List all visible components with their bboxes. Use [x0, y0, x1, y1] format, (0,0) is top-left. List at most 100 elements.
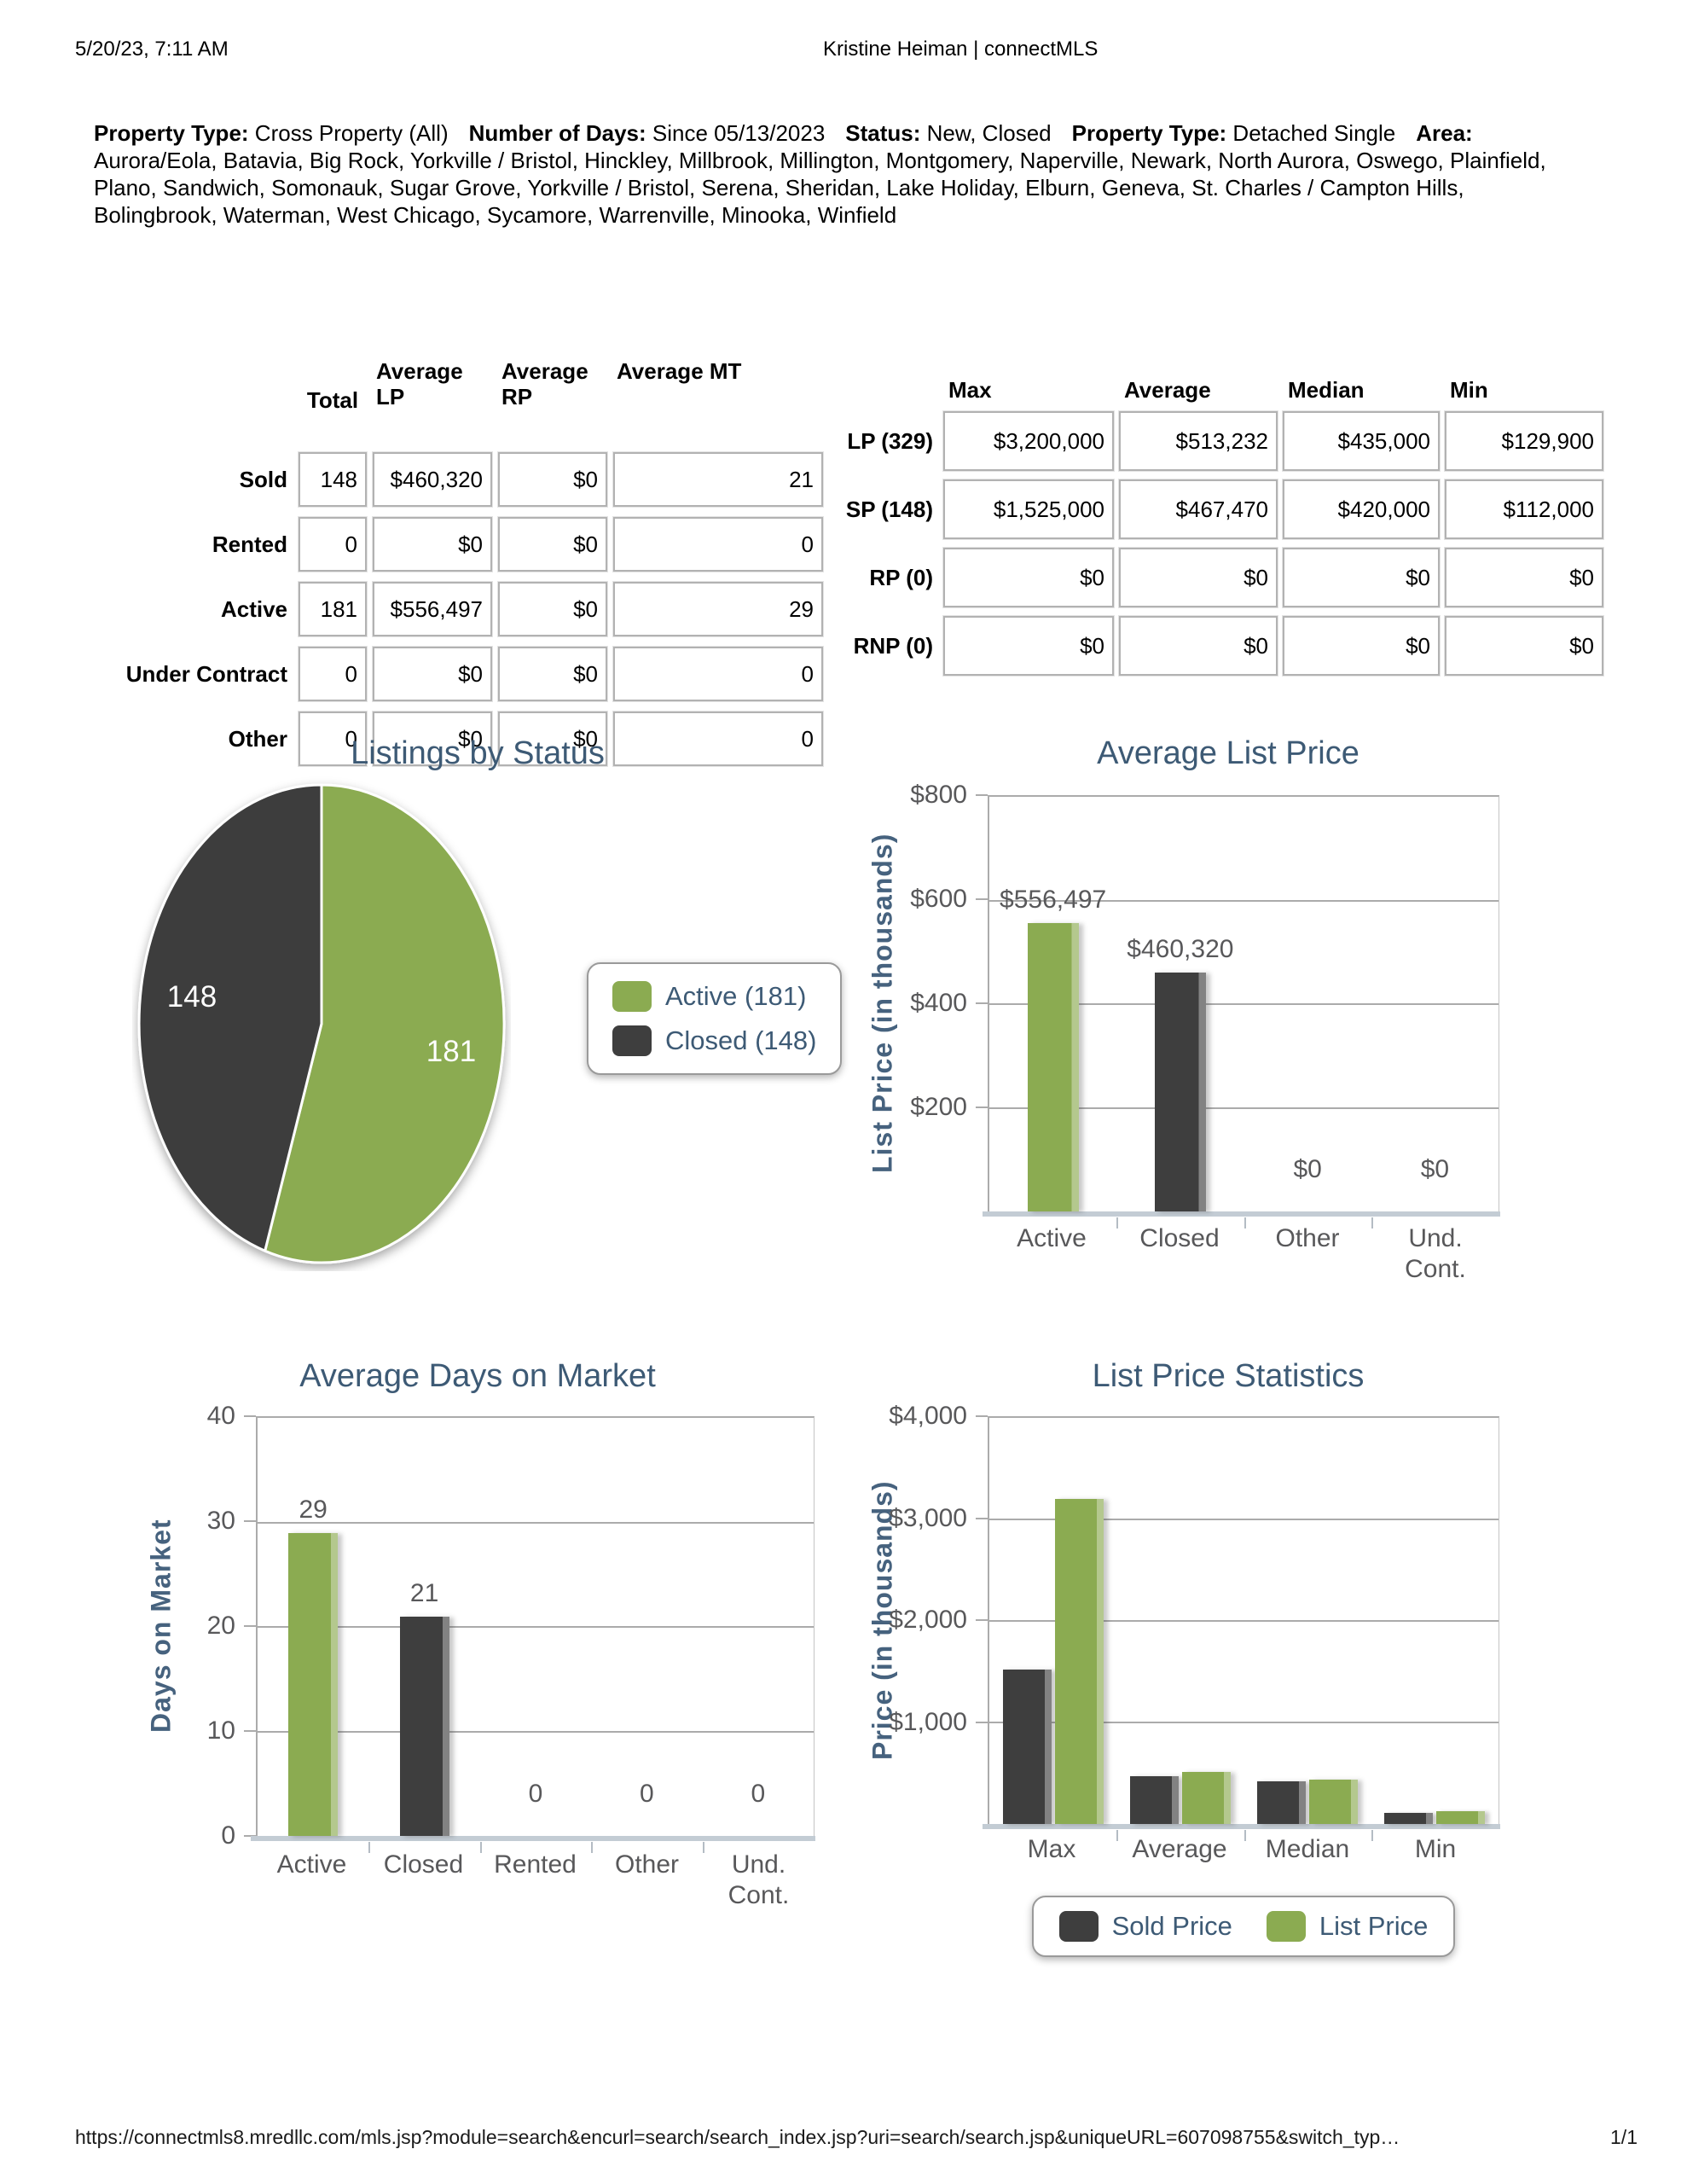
footer-url: https://connectmls8.mredllc.com/mls.jsp?…: [75, 2126, 1400, 2148]
x-category-label-cell: Active: [988, 1223, 1116, 1285]
status-column-header: Average LP: [376, 358, 463, 410]
x-category-label: Und. Cont.: [1405, 1224, 1466, 1283]
gridline: [989, 1620, 1499, 1622]
y-tick-label: 20: [206, 1612, 235, 1640]
bar-value-label: $0: [1293, 1155, 1322, 1183]
y-tick-mark: [976, 1002, 988, 1004]
gridline: [258, 1521, 814, 1524]
x-tick-mark: [479, 1842, 482, 1853]
bar-active: [288, 1532, 339, 1836]
y-tick-mark: [244, 1520, 256, 1522]
price-value-cell: $0: [1119, 616, 1278, 676]
bar-value-label: $556,497: [1000, 885, 1107, 914]
status-value-cell: 148: [299, 452, 367, 507]
x-axis-baseline: [251, 1836, 815, 1841]
status-value-cell: $0: [498, 712, 607, 766]
filter-label: Status:: [845, 120, 921, 146]
price-value-cell: $467,470: [1119, 479, 1278, 539]
y-tick-mark: [976, 1619, 988, 1621]
x-category-label-cell: Other: [1244, 1223, 1371, 1285]
x-axis-baseline: [983, 1211, 1500, 1217]
price-row-label: RNP (0): [853, 632, 933, 659]
bar-list-price: [1054, 1499, 1104, 1824]
legend-label: Active (181): [665, 981, 807, 1011]
status-column-header: Average RP: [501, 358, 588, 410]
status-value-cell: 0: [299, 712, 367, 766]
price-column-header: Average: [1124, 377, 1211, 403]
x-category-label: Median: [1265, 1835, 1350, 1863]
price-value-cell: $435,000: [1283, 411, 1440, 471]
x-axis-labels: Active Closed Rented Other Und. Cont.: [256, 1850, 815, 1911]
gridline: [989, 1519, 1499, 1520]
price-value-cell: $1,525,000: [943, 479, 1114, 539]
y-axis-ticks: 40 30 20 10 0: [102, 1402, 256, 1850]
category-cell-other: $0: [1244, 797, 1371, 1211]
status-value-cell: 0: [299, 517, 367, 572]
bar-value-label: 0: [528, 1780, 543, 1808]
gridline: [989, 1107, 1499, 1109]
y-tick-mark: [244, 1415, 256, 1417]
x-tick-mark: [1116, 1830, 1119, 1841]
y-axis-ticks: $800 $600 $400 $200: [853, 781, 988, 1211]
category-cell-max: [989, 1418, 1116, 1824]
legend-item-list-price: List Price: [1266, 1911, 1429, 1942]
page-number: 1/1: [1610, 2126, 1638, 2148]
category-cell-und-cont-: $0: [1371, 797, 1499, 1211]
y-tick-label: 0: [221, 1821, 235, 1850]
x-tick-mark: [1116, 1217, 1119, 1228]
y-tick-label: $1,000: [889, 1707, 967, 1736]
legend-swatch-list-icon: [1266, 1911, 1306, 1942]
status-column-header: Total: [306, 387, 359, 413]
y-tick-label: 40: [206, 1402, 235, 1430]
bar-value-label: 0: [640, 1780, 654, 1808]
category-cell-average: [1116, 1418, 1244, 1824]
y-tick-label: 30: [206, 1507, 235, 1535]
gridline: [989, 899, 1499, 902]
y-tick-label: $3,000: [889, 1503, 967, 1532]
status-value-cell: 0: [613, 712, 823, 766]
bar-sold-price: [1257, 1781, 1307, 1824]
price-value-cell: $0: [1445, 548, 1603, 607]
legend-item-active: Active (181): [612, 981, 816, 1012]
legend-label: List Price: [1319, 1911, 1429, 1941]
bar-value-label: 0: [751, 1780, 766, 1808]
status-value-cell: 0: [613, 647, 823, 701]
x-axis-baseline: [983, 1824, 1500, 1829]
pie-slice-value: 148: [167, 980, 217, 1014]
price-value-cell: $0: [943, 616, 1114, 676]
status-value-cell: $460,320: [373, 452, 492, 507]
status-corner-cell: [101, 358, 293, 442]
bar-active: [1027, 922, 1079, 1211]
gridline: [258, 1626, 814, 1628]
bar-sold-price: [1002, 1669, 1052, 1824]
y-tick-label: $800: [910, 781, 967, 809]
category-cell-active: $556,497: [989, 797, 1116, 1211]
price-column-header: Min: [1450, 377, 1488, 403]
x-category-label-cell: Median: [1244, 1834, 1371, 1865]
chart-title: List Price Statistics: [1092, 1358, 1365, 1394]
y-tick-label: $2,000: [889, 1606, 967, 1634]
price-value-cell: $420,000: [1283, 479, 1440, 539]
average-days-on-market-chart: Average Days on Market Days on Market 40…: [102, 1358, 853, 2007]
x-category-label-cell: Average: [1116, 1834, 1244, 1865]
price-value-cell: $0: [1119, 548, 1278, 607]
chart-title: Average Days on Market: [299, 1358, 656, 1394]
y-tick-label: 10: [206, 1716, 235, 1745]
y-tick-mark: [244, 1835, 256, 1837]
search-criteria: Property Type: Cross Property (All) Numbe…: [94, 119, 1586, 229]
y-tick-label: $200: [910, 1093, 967, 1121]
category-cell-und-cont-: 0: [703, 1418, 814, 1836]
bar-value-label: 21: [409, 1578, 439, 1607]
status-value-cell: 29: [613, 582, 823, 636]
y-tick-mark: [976, 1415, 988, 1417]
listings-by-status-chart: Listings by Status 181 148 Active (181) C…: [102, 735, 853, 1350]
category-cell-median: [1244, 1418, 1371, 1824]
plot-area: [983, 1416, 1500, 1841]
gridline: [989, 1722, 1499, 1723]
x-category-label-cell: Closed: [1116, 1223, 1244, 1285]
bar-legend-wrap: Sold Price List Price: [988, 1896, 1499, 1957]
status-value-cell: $0: [373, 712, 492, 766]
x-axis-labels: Max Average Median Min: [988, 1834, 1499, 1865]
x-category-label: Max: [1027, 1835, 1076, 1863]
status-value-cell: $0: [498, 647, 607, 701]
